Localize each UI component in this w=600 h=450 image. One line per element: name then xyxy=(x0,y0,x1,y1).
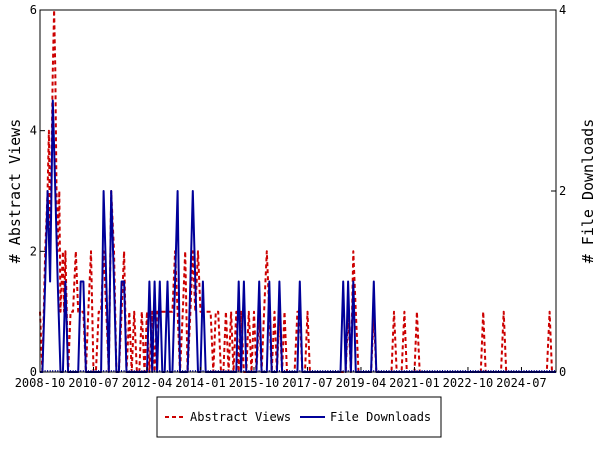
x-tick-label: 2017-07 xyxy=(282,376,333,390)
x-tick-label: 2010-07 xyxy=(68,376,119,390)
plot-frame xyxy=(39,9,557,373)
x-tick-label: 2024-07 xyxy=(496,376,547,390)
x-tick-label: 2021-01 xyxy=(389,376,440,390)
y-right-tick-label: 0 xyxy=(559,365,566,379)
x-tick-label: 2008-10 xyxy=(15,376,66,390)
x-tick-label: 2015-10 xyxy=(229,376,280,390)
y-right-tick-label: 2 xyxy=(559,184,566,198)
legend: Abstract Views File Downloads xyxy=(156,396,442,438)
legend-label-abstract-views: Abstract Views xyxy=(190,410,291,424)
y-right-axis-title: # File Downloads xyxy=(579,119,597,264)
x-tick-label: 2012-04 xyxy=(122,376,173,390)
x-tick-label: 2022-10 xyxy=(443,376,494,390)
y-left-tick-label: 6 xyxy=(30,3,37,17)
legend-label-file-downloads: File Downloads xyxy=(330,410,431,424)
x-tick-label: 2014-01 xyxy=(175,376,226,390)
y-right-tick-label: 4 xyxy=(559,3,566,17)
legend-box xyxy=(156,396,442,438)
y-left-tick-label: 0 xyxy=(30,365,37,379)
y-left-tick-label: 2 xyxy=(30,244,37,258)
x-tick-label: 2019-04 xyxy=(336,376,387,390)
ticks-layer: 0 2 4 6 0 2 4 2008-10 2010-07 2012-04 2014-01 2015-… xyxy=(15,3,567,390)
y-left-tick-label: 4 xyxy=(30,124,37,138)
y-left-axis-title: # Abstract Views xyxy=(6,119,24,264)
